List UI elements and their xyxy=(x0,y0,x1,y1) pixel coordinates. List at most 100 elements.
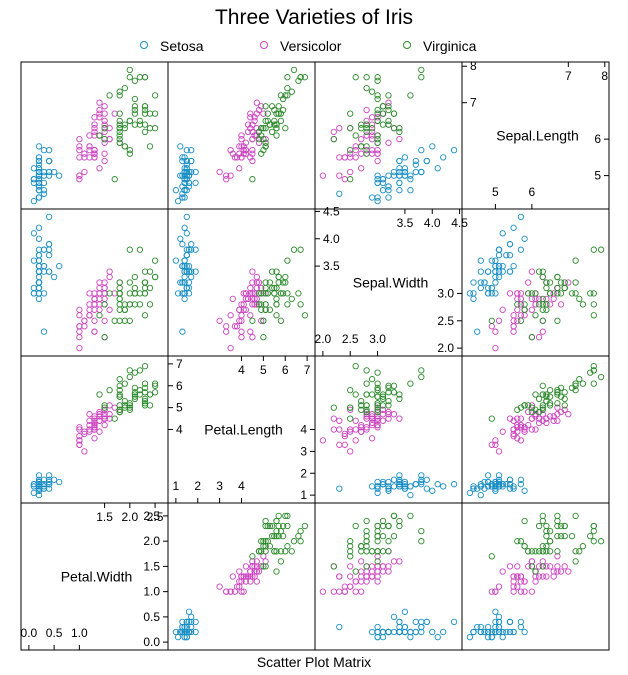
point-virginica xyxy=(352,74,359,81)
point-versicolor xyxy=(96,408,103,416)
point-setosa xyxy=(474,328,481,335)
point-setosa xyxy=(192,179,199,187)
point-virginica xyxy=(121,125,128,132)
point-setosa xyxy=(492,290,499,297)
point-setosa xyxy=(477,628,484,636)
point-virginica xyxy=(255,548,263,555)
point-setosa xyxy=(423,157,430,165)
point-setosa xyxy=(385,194,392,201)
point-setosa xyxy=(183,268,190,275)
point-virginica xyxy=(151,382,159,389)
panel-border xyxy=(461,208,610,357)
point-versicolor xyxy=(492,588,499,595)
point-versicolor xyxy=(539,417,546,424)
point-virginica xyxy=(368,376,376,383)
point-versicolor xyxy=(101,157,108,165)
point-virginica xyxy=(543,284,550,292)
point-versicolor xyxy=(514,290,521,297)
point-versicolor xyxy=(374,114,381,121)
point-versicolor xyxy=(374,424,381,431)
point-virginica xyxy=(532,290,539,297)
point-virginica xyxy=(141,397,149,405)
point-virginica xyxy=(347,176,354,183)
point-versicolor xyxy=(253,273,260,281)
point-virginica xyxy=(262,290,269,297)
point-versicolor xyxy=(528,588,536,595)
point-virginica xyxy=(572,279,579,286)
point-virginica xyxy=(561,389,568,396)
point-setosa xyxy=(396,179,403,187)
point-versicolor xyxy=(495,583,503,590)
point-versicolor xyxy=(101,103,108,110)
point-setosa xyxy=(412,157,419,165)
point-versicolor xyxy=(368,146,376,154)
point-virginica xyxy=(116,376,123,383)
point-setosa xyxy=(181,179,188,187)
point-versicolor xyxy=(510,578,517,585)
point-virginica xyxy=(275,110,282,117)
point-virginica xyxy=(116,279,123,286)
point-setosa xyxy=(450,146,458,154)
point-versicolor xyxy=(363,426,370,433)
point-versicolor xyxy=(390,558,398,565)
point-virginica xyxy=(258,150,265,157)
point-virginica xyxy=(126,66,133,74)
point-virginica xyxy=(379,110,387,117)
point-virginica xyxy=(141,74,149,81)
point-virginica xyxy=(126,146,133,154)
point-virginica xyxy=(264,538,271,545)
point-virginica xyxy=(539,563,546,570)
point-versicolor xyxy=(517,573,525,580)
legend-label-setosa: Setosa xyxy=(160,38,204,54)
point-setosa xyxy=(35,284,43,292)
point-virginica xyxy=(141,103,149,110)
point-versicolor xyxy=(76,432,83,440)
point-versicolor xyxy=(76,172,83,179)
point-versicolor xyxy=(240,301,247,308)
point-virginica xyxy=(347,146,354,154)
point-virginica xyxy=(141,279,149,286)
point-virginica xyxy=(363,143,370,150)
point-setosa xyxy=(396,168,403,176)
point-virginica xyxy=(379,548,387,555)
point-setosa xyxy=(336,623,343,631)
point-virginica xyxy=(539,517,546,525)
point-setosa xyxy=(407,491,414,499)
point-versicolor xyxy=(223,588,230,595)
point-versicolor xyxy=(101,121,108,128)
point-versicolor xyxy=(260,553,267,560)
point-virginica xyxy=(266,279,274,286)
point-versicolor xyxy=(236,143,243,150)
point-virginica xyxy=(264,522,271,530)
point-virginica xyxy=(539,512,546,520)
point-virginica xyxy=(288,295,295,303)
point-virginica xyxy=(116,295,123,303)
point-virginica xyxy=(347,386,354,394)
point-virginica xyxy=(539,382,546,389)
legend-item-versicolor: Versicolor xyxy=(260,38,341,54)
point-setosa xyxy=(396,481,403,488)
point-virginica xyxy=(587,290,594,297)
point-setosa xyxy=(407,187,414,194)
point-versicolor xyxy=(255,568,263,575)
point-virginica xyxy=(151,380,159,387)
point-virginica xyxy=(258,306,265,313)
point-setosa xyxy=(183,284,190,292)
point-versicolor xyxy=(557,301,565,308)
tick-label: 5 xyxy=(176,401,183,415)
point-versicolor xyxy=(341,154,348,161)
point-setosa xyxy=(517,481,525,488)
point-virginica xyxy=(279,106,287,114)
point-virginica xyxy=(535,548,543,555)
point-virginica xyxy=(488,317,495,324)
point-versicolor xyxy=(565,411,572,418)
point-virginica xyxy=(363,125,370,132)
point-virginica xyxy=(539,273,546,281)
point-virginica xyxy=(330,135,337,143)
point-setosa xyxy=(488,284,495,292)
point-setosa xyxy=(35,154,43,161)
point-virginica xyxy=(363,548,370,555)
point-virginica xyxy=(260,543,267,550)
point-setosa xyxy=(492,483,499,490)
point-versicolor xyxy=(492,344,499,352)
